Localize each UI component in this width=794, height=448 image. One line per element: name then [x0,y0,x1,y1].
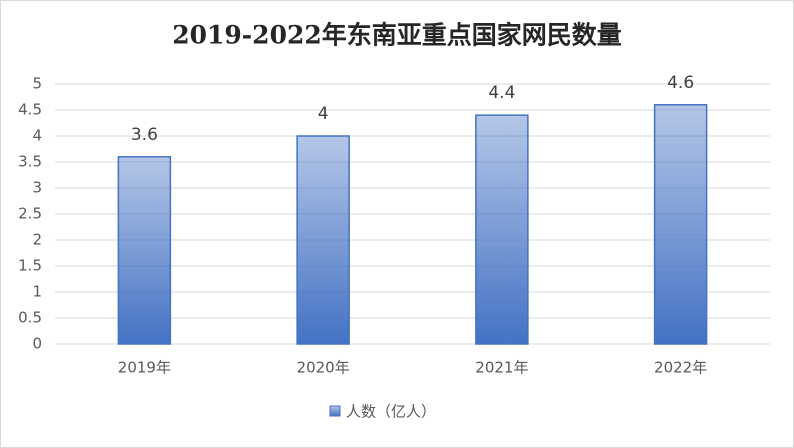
y-tick-label: 3.5 [18,153,42,171]
x-tick-label: 2021年 [475,359,528,377]
y-tick-label: 4.5 [18,101,42,119]
x-tick-label: 2019年 [118,359,171,377]
legend-label: 人数（亿人） [346,403,436,421]
y-tick-label: 4 [32,127,42,145]
bar [475,114,529,345]
y-tick-label: 5 [32,75,42,93]
legend-swatch [329,405,341,417]
bar [117,156,172,345]
value-label: 4.4 [488,83,515,103]
bar [296,135,350,345]
y-tick-label: 2 [32,231,42,249]
value-label: 3.6 [131,125,158,145]
x-tick-label: 2020年 [297,359,350,377]
y-tick-label: 2.5 [18,205,42,223]
value-label: 4 [318,104,329,124]
y-tick-label: 1 [32,283,42,301]
y-tick-label: 0.5 [18,309,42,327]
value-label: 4.6 [667,73,694,93]
chart-title: 2019-2022年东南亚重点国家网民数量 [172,21,622,50]
x-tick-label: 2022年 [654,359,707,377]
y-tick-label: 1.5 [18,257,42,275]
y-tick-label: 0 [32,335,42,353]
y-tick-label: 3 [32,179,42,197]
bar [653,104,708,345]
